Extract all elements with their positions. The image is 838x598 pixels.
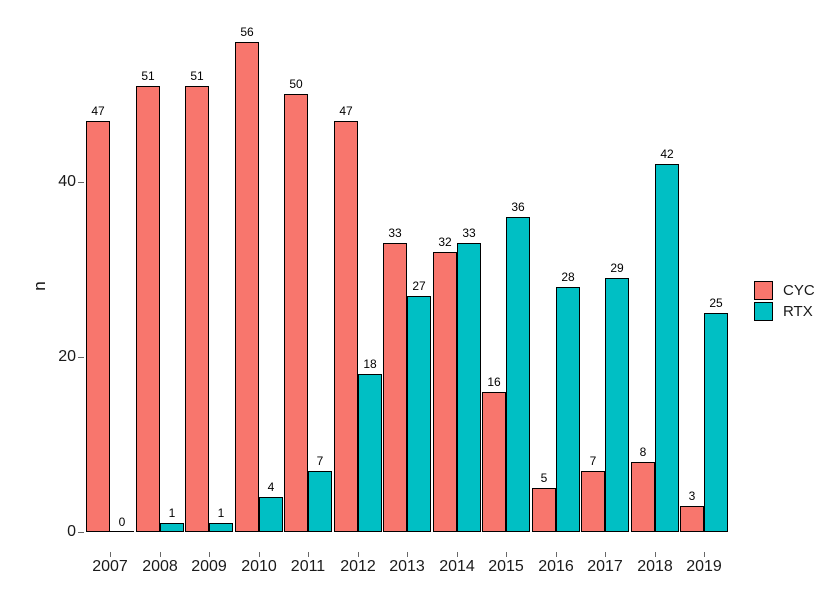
bar-value-label: 33 [462, 226, 476, 240]
y-tick-label: 0 [67, 523, 76, 540]
x-tick-label-2010: 2010 [241, 558, 277, 575]
x-tick-mark [160, 552, 161, 557]
legend-swatch-rtx [754, 302, 773, 321]
x-tick-label-2016: 2016 [538, 558, 574, 575]
x-tick-mark [209, 552, 210, 557]
bar-value-label: 7 [589, 454, 597, 468]
y-tick-label: 20 [58, 348, 76, 365]
bar-rtx-2013 [407, 296, 431, 532]
bar-value-label: 47 [339, 104, 353, 118]
bar-cyc-2012 [334, 121, 358, 532]
x-tick-label-2019: 2019 [686, 558, 722, 575]
x-tick-mark [259, 552, 260, 557]
bar-rtx-2008 [160, 523, 184, 532]
x-tick-mark [407, 552, 408, 557]
x-tick-label-2015: 2015 [488, 558, 524, 575]
bar-rtx-2010 [259, 497, 283, 532]
bar-value-label: 1 [168, 506, 176, 520]
bar-value-label: 27 [412, 279, 426, 293]
y-tick-mark [78, 357, 84, 358]
bar-value-label: 25 [709, 296, 723, 310]
y-tick-mark [78, 532, 84, 533]
bar-value-label: 42 [660, 147, 674, 161]
x-tick-label-2012: 2012 [340, 558, 376, 575]
bar-value-label: 1 [217, 506, 225, 520]
x-tick-mark [110, 552, 111, 557]
bar-cyc-2016 [532, 488, 556, 532]
bar-value-label: 36 [511, 200, 525, 214]
bar-cyc-2009 [185, 86, 209, 532]
bar-value-label: 47 [91, 104, 105, 118]
x-tick-label-2008: 2008 [142, 558, 178, 575]
y-tick-mark [78, 182, 84, 183]
y-axis-title: n [30, 281, 49, 291]
legend-item-rtx: RTX [754, 302, 815, 321]
x-tick-label-2017: 2017 [587, 558, 623, 575]
x-tick-mark [556, 552, 557, 557]
bar-cyc-2014 [433, 252, 457, 532]
legend-label-cyc: CYC [783, 282, 815, 299]
x-tick-label-2007: 2007 [92, 558, 128, 575]
bar-value-label: 3 [688, 489, 696, 503]
bar-cyc-2011 [284, 94, 308, 532]
bar-value-label: 8 [639, 445, 647, 459]
bar-rtx-2007 [110, 531, 134, 532]
bar-value-label: 33 [388, 226, 402, 240]
bar-rtx-2019 [704, 313, 728, 532]
bar-value-label: 7 [316, 454, 324, 468]
x-tick-label-2011: 2011 [290, 558, 326, 575]
bar-cyc-2008 [136, 86, 160, 532]
bar-value-label: 4 [267, 480, 275, 494]
bar-rtx-2014 [457, 243, 481, 532]
x-tick-mark [457, 552, 458, 557]
x-tick-label-2014: 2014 [439, 558, 475, 575]
bar-rtx-2015 [506, 217, 530, 532]
bar-value-label: 18 [363, 357, 377, 371]
bar-cyc-2019 [680, 506, 704, 532]
bar-rtx-2017 [605, 278, 629, 532]
bar-cyc-2017 [581, 471, 605, 532]
bar-rtx-2016 [556, 287, 580, 532]
x-tick-label-2013: 2013 [389, 558, 425, 575]
bar-rtx-2018 [655, 164, 679, 532]
bar-cyc-2018 [631, 462, 655, 532]
bar-value-label: 56 [240, 25, 254, 39]
bar-value-label: 16 [487, 375, 501, 389]
legend-item-cyc: CYC [754, 281, 815, 300]
bar-rtx-2012 [358, 374, 382, 532]
y-tick-label: 40 [58, 173, 76, 190]
bar-value-label: 29 [610, 261, 624, 275]
x-tick-mark [605, 552, 606, 557]
bar-value-label: 51 [190, 69, 204, 83]
bar-value-label: 50 [289, 77, 303, 91]
x-tick-mark [704, 552, 705, 557]
bar-rtx-2011 [308, 471, 332, 532]
x-tick-mark [655, 552, 656, 557]
bar-value-label: 5 [540, 471, 548, 485]
bar-value-label: 28 [561, 270, 575, 284]
bar-cyc-2013 [383, 243, 407, 532]
x-tick-label-2009: 2009 [191, 558, 227, 575]
legend-swatch-cyc [754, 281, 773, 300]
bar-cyc-2015 [482, 392, 506, 532]
x-tick-mark [506, 552, 507, 557]
x-tick-label-2018: 2018 [637, 558, 673, 575]
bar-rtx-2009 [209, 523, 233, 532]
x-tick-mark [358, 552, 359, 557]
bar-value-label: 51 [141, 69, 155, 83]
x-tick-mark [308, 552, 309, 557]
bar-cyc-2010 [235, 42, 259, 532]
bar-cyc-2007 [86, 121, 110, 532]
bar-value-label: 0 [118, 515, 126, 529]
legend-label-rtx: RTX [783, 303, 813, 320]
legend: CYC RTX [754, 281, 815, 323]
bar-value-label: 32 [438, 235, 452, 249]
